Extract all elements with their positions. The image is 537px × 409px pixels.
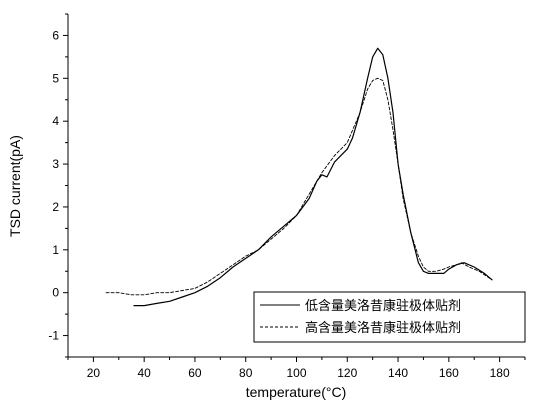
series-line-low [133, 47, 493, 307]
x-tick-label: 140 [388, 366, 408, 380]
x-tick-label: 60 [188, 366, 202, 380]
y-tick-label: 1 [52, 243, 59, 257]
y-tick-label: -1 [48, 329, 59, 343]
y-axis-title: TSD current(pA) [7, 135, 23, 237]
y-tick-label: 3 [52, 157, 59, 171]
x-tick-label: 180 [490, 366, 510, 380]
legend-box [253, 291, 526, 343]
x-ticks: 20 40 60 80 100 120 140 160 180 [67, 357, 526, 380]
x-tick-label: 40 [137, 366, 151, 380]
x-tick-label: 160 [439, 366, 459, 380]
x-axis-title: temperature(°C) [246, 384, 347, 400]
legend: 低含量美洛昔康驻极体贴剂 高含量美洛昔康驻极体贴剂 [253, 291, 526, 343]
series-line-high [105, 77, 493, 296]
legend-label-low: 低含量美洛昔康驻极体贴剂 [305, 298, 461, 314]
y-tick-label: 6 [52, 28, 59, 42]
y-tick-label: 5 [52, 71, 59, 85]
x-tick-label: 20 [87, 366, 101, 380]
x-tick-label: 80 [239, 366, 253, 380]
y-tick-label: 4 [52, 114, 59, 128]
legend-label-high: 高含量美洛昔康驻极体贴剂 [305, 320, 461, 336]
x-tick-label: 100 [286, 366, 306, 380]
y-ticks: -1 0 1 2 3 4 5 6 [48, 13, 68, 358]
y-tick-label: 0 [52, 286, 59, 300]
series-group [105, 47, 493, 307]
x-tick-label: 120 [337, 366, 357, 380]
y-tick-label: 2 [52, 200, 59, 214]
